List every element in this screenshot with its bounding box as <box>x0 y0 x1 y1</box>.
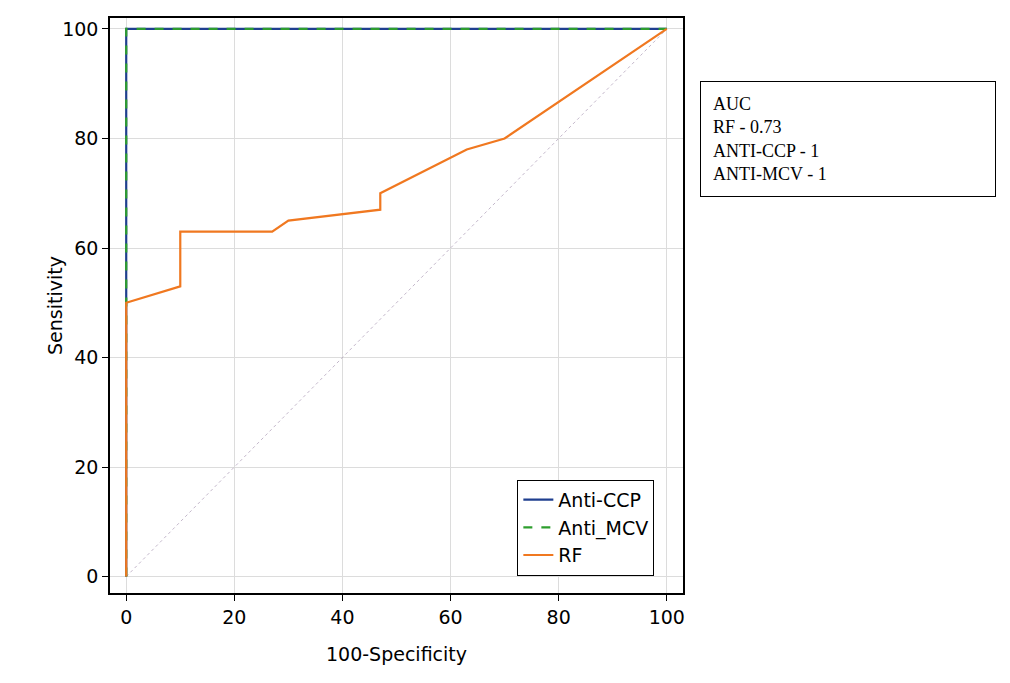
svg-text:100-Specificity: 100-Specificity <box>326 643 467 665</box>
svg-text:80: 80 <box>547 606 571 628</box>
svg-text:40: 40 <box>74 346 98 368</box>
svg-text:0: 0 <box>86 565 98 587</box>
svg-text:AUCRF - 0.73ANTI-CCP - 1ANTI-M: AUCRF - 0.73ANTI-CCP - 1ANTI-MCV - 1 <box>713 94 827 184</box>
svg-text:60: 60 <box>74 237 98 259</box>
svg-text:Anti_MCV: Anti_MCV <box>558 517 648 540</box>
svg-text:Anti-CCP: Anti-CCP <box>558 489 641 511</box>
svg-text:0: 0 <box>120 606 132 628</box>
svg-text:20: 20 <box>222 606 246 628</box>
svg-text:Sensitivity: Sensitivity <box>44 256 66 355</box>
svg-text:RF: RF <box>558 544 582 566</box>
svg-text:80: 80 <box>74 127 98 149</box>
svg-text:100: 100 <box>649 606 685 628</box>
svg-text:100: 100 <box>62 18 98 40</box>
svg-text:60: 60 <box>438 606 462 628</box>
svg-text:20: 20 <box>74 456 98 478</box>
svg-text:40: 40 <box>330 606 354 628</box>
